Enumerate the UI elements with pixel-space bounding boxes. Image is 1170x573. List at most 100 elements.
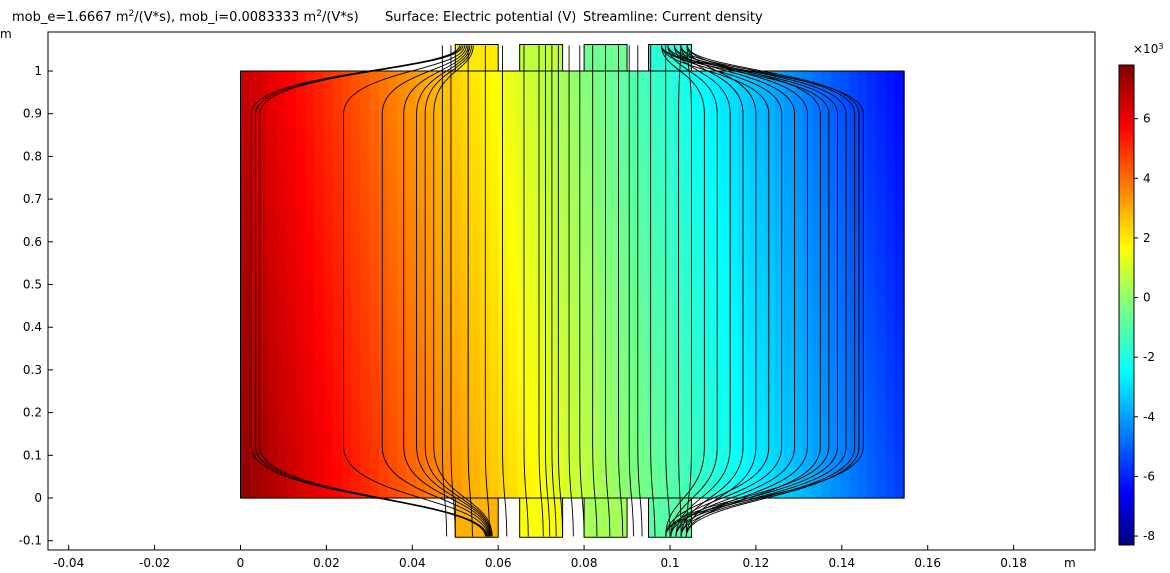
field-cell bbox=[636, 455, 647, 467]
field-cell bbox=[240, 465, 251, 478]
field-cell bbox=[701, 423, 712, 435]
field-cell bbox=[728, 412, 739, 424]
field-cell bbox=[775, 199, 785, 211]
field-cell bbox=[710, 199, 721, 211]
field-cell bbox=[636, 487, 647, 499]
field-cell bbox=[848, 433, 859, 446]
field-cell bbox=[710, 263, 721, 275]
field-cell bbox=[240, 476, 251, 488]
field-cell bbox=[443, 284, 454, 296]
field-cell bbox=[581, 465, 592, 478]
field-cell bbox=[452, 135, 463, 147]
field-cell bbox=[811, 263, 822, 275]
field-cell bbox=[397, 295, 407, 307]
field-cell bbox=[682, 177, 693, 190]
field-cell bbox=[314, 337, 325, 350]
field-cell bbox=[719, 423, 730, 435]
field-cell bbox=[839, 231, 850, 243]
field-cell bbox=[351, 135, 361, 147]
field-cell bbox=[369, 401, 380, 414]
field-cell bbox=[848, 209, 859, 222]
field-cell bbox=[295, 209, 306, 222]
field-cell bbox=[526, 252, 537, 264]
field-cell bbox=[885, 423, 896, 435]
field-cell bbox=[397, 92, 407, 104]
field-cell bbox=[415, 401, 426, 414]
field-cell bbox=[452, 444, 463, 456]
field-cell bbox=[516, 391, 527, 403]
field-cell bbox=[756, 263, 767, 275]
field-cell bbox=[775, 423, 785, 435]
field-cell bbox=[590, 444, 601, 456]
field-cell bbox=[424, 145, 435, 157]
field-cell bbox=[590, 380, 601, 392]
field-cell bbox=[876, 369, 887, 382]
field-cell bbox=[341, 209, 352, 222]
streamline bbox=[660, 45, 770, 537]
field-cell bbox=[240, 71, 251, 83]
field-cell bbox=[830, 337, 841, 350]
field-cell bbox=[572, 327, 583, 339]
field-cell bbox=[636, 337, 647, 350]
field-cell bbox=[876, 103, 887, 115]
field-cell bbox=[710, 113, 721, 125]
field-cell bbox=[461, 71, 472, 83]
field-cell bbox=[240, 81, 251, 93]
field-cell bbox=[249, 156, 260, 168]
field-cell bbox=[489, 103, 500, 115]
field-cell bbox=[811, 156, 822, 168]
field-cell bbox=[360, 156, 371, 168]
field-cell bbox=[802, 92, 813, 104]
field-cell bbox=[268, 433, 278, 446]
field-cell bbox=[581, 199, 592, 211]
field-cell bbox=[507, 487, 518, 499]
field-cell bbox=[305, 71, 315, 83]
field-cell bbox=[461, 92, 472, 104]
field-cell bbox=[636, 369, 647, 382]
field-cell bbox=[627, 369, 638, 382]
field-cell bbox=[839, 273, 850, 286]
field-cell bbox=[507, 465, 518, 478]
field-cell bbox=[295, 444, 306, 456]
field-cell bbox=[351, 423, 361, 435]
field-cell bbox=[848, 92, 859, 104]
field-cell bbox=[397, 327, 407, 339]
field-cell bbox=[811, 135, 822, 147]
field-cell bbox=[351, 348, 361, 360]
field-cell bbox=[581, 220, 592, 232]
field-cell bbox=[507, 412, 518, 424]
field-cell bbox=[516, 167, 527, 179]
field-cell bbox=[295, 487, 306, 499]
field-cell bbox=[830, 113, 841, 125]
field-cell bbox=[323, 337, 334, 350]
field-cell bbox=[765, 113, 776, 125]
field-cell bbox=[369, 263, 380, 275]
field-cell bbox=[867, 263, 878, 275]
field-cell bbox=[305, 316, 315, 328]
field-cell bbox=[424, 433, 435, 446]
field-cell bbox=[249, 263, 260, 275]
field-cell bbox=[636, 465, 647, 478]
field-cell bbox=[369, 273, 380, 286]
field-cell bbox=[581, 71, 592, 83]
field-cell bbox=[498, 380, 509, 392]
field-cell bbox=[258, 327, 269, 339]
field-cell bbox=[811, 241, 822, 254]
field-cell bbox=[793, 209, 804, 222]
field-cell bbox=[848, 156, 859, 168]
field-cell bbox=[599, 113, 610, 125]
streamline bbox=[544, 45, 551, 537]
field-cell bbox=[655, 156, 666, 168]
field-cell bbox=[461, 295, 472, 307]
field-cell bbox=[839, 188, 850, 200]
field-cell bbox=[314, 135, 325, 147]
field-cell bbox=[516, 177, 527, 190]
field-cell bbox=[535, 401, 546, 414]
field-cell bbox=[443, 220, 454, 232]
field-cell bbox=[268, 252, 278, 264]
field-cell bbox=[332, 359, 343, 371]
field-cell bbox=[692, 401, 702, 414]
field-cell bbox=[286, 391, 297, 403]
field-cell bbox=[498, 433, 509, 446]
field-cell bbox=[544, 135, 555, 147]
